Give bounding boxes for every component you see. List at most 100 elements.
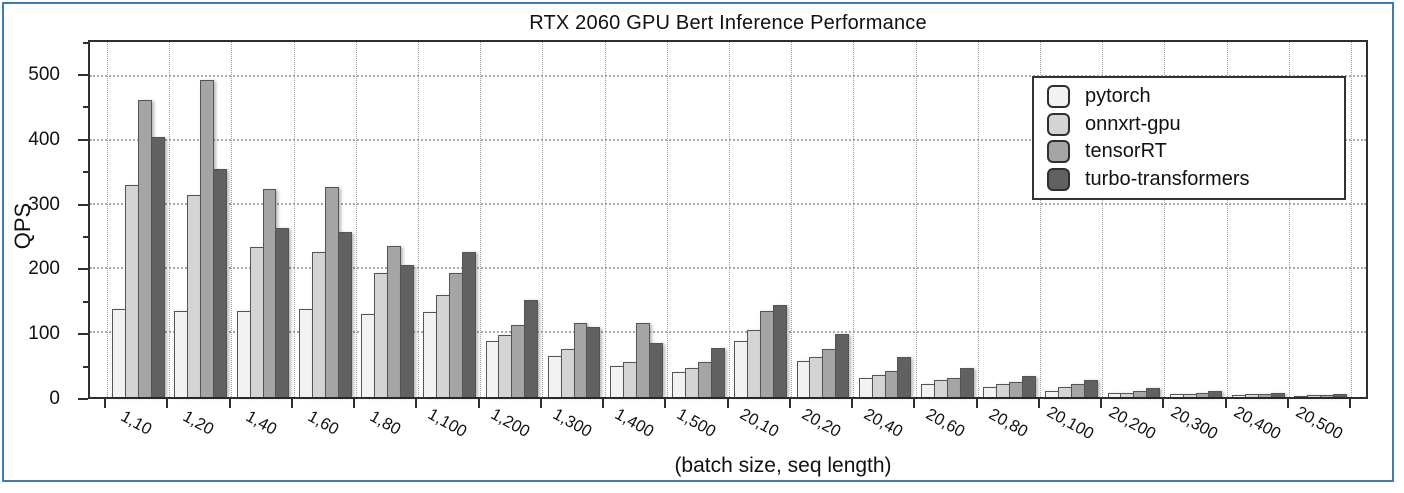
y-minor-tick-350 [83, 171, 88, 174]
bar-pytorch-20,60 [920, 383, 935, 397]
chart-title: RTX 2060 GPU Bert Inference Performance [529, 12, 927, 34]
bar-pytorch-20,20 [796, 361, 811, 397]
x-boundary-tick-3 [290, 399, 293, 408]
x-boundary-tick-0 [104, 399, 106, 408]
bar-row-1,200 [485, 42, 539, 397]
y-major-tick-500 [78, 74, 88, 76]
bar-tensorRT-1,100 [449, 273, 464, 397]
y-minor-tick-550 [83, 41, 88, 44]
legend-label-turbo-transformers: turbo-transformers [1085, 167, 1250, 190]
bar-row-20,500 [1294, 42, 1347, 397]
bar-onnxrt-gpu-20,10 [747, 330, 762, 397]
bar-groups-strip [107, 42, 1352, 397]
bar-group-1,10 [107, 42, 169, 397]
bar-onnxrt-gpu-1,400 [622, 361, 637, 397]
y-minor-tick-150 [83, 300, 88, 303]
y-minor-tick-250 [83, 236, 88, 238]
bar-tensorRT-1,200 [511, 325, 526, 397]
x-boundary-tick-15 [1037, 399, 1040, 408]
bar-pytorch-1,20 [174, 311, 189, 397]
bar-turbo-transformers-20,40 [897, 357, 912, 397]
bar-tensorRT-1,60 [324, 187, 339, 397]
bar-pytorch-1,100 [423, 312, 438, 397]
bar-tensorRT-20,300 [1195, 393, 1210, 397]
bar-pytorch-20,100 [1045, 390, 1060, 397]
x-boundary-tick-11 [788, 399, 791, 408]
x-tick-labels: 1,10 1,20 1,40 1,60 1,80 1,100 1,200 1,300 1,400… [105, 402, 1350, 456]
bar-turbo-transformers-20,400 [1270, 392, 1285, 397]
x-boundary-tick-18 [1224, 399, 1227, 408]
x-boundary-tick-16 [1100, 399, 1102, 408]
bar-onnxrt-gpu-20,20 [809, 357, 824, 397]
gridline-y-400 [90, 138, 1366, 141]
x-tick-label-1,10: 1,10 [117, 407, 155, 439]
bar-row-20,10 [734, 42, 787, 397]
bar-tensorRT-20,500 [1319, 395, 1334, 397]
x-boundary-tick-12 [851, 399, 853, 408]
bar-turbo-transformers-1,60 [337, 232, 352, 397]
bar-turbo-transformers-20,200 [1146, 388, 1161, 397]
bar-group-1,80 [355, 42, 418, 397]
bar-pytorch-20,40 [858, 378, 873, 397]
bar-row-1,400 [609, 42, 663, 397]
y-minor-tick-450 [83, 106, 88, 109]
bar-turbo-transformers-1,20 [213, 168, 228, 397]
bar-row-1,20 [174, 42, 228, 397]
bar-row-1,40 [236, 42, 290, 397]
bar-pytorch-1,500 [672, 372, 687, 397]
bar-group-1,400 [604, 42, 667, 397]
legend-label-tensorRT: tensorRT [1085, 140, 1167, 163]
bar-row-1,10 [112, 42, 165, 397]
bar-onnxrt-gpu-1,10 [125, 184, 140, 397]
bar-group-20,20 [791, 42, 853, 397]
x-boundary-tick-17 [1162, 399, 1165, 408]
bar-row-20,200 [1107, 42, 1161, 397]
bar-onnxrt-gpu-20,40 [871, 375, 886, 397]
bar-onnxrt-gpu-1,80 [374, 272, 388, 397]
y-major-tick-300 [78, 203, 88, 206]
x-tick-label-1,300: 1,300 [549, 405, 595, 441]
bar-turbo-transformers-20,80 [1021, 375, 1036, 397]
bar-turbo-transformers-20,20 [835, 334, 850, 397]
x-boundary-tick-9 [664, 399, 667, 408]
bar-pytorch-1,80 [361, 314, 375, 397]
bar-pytorch-20,300 [1169, 394, 1184, 397]
gridline-y-500 [90, 74, 1366, 77]
y-major-tick-100 [78, 333, 88, 336]
y-tick-labels: 0 100 200 300 400 500 [4, 40, 74, 409]
bar-pytorch-1,300 [547, 356, 562, 397]
bar-turbo-transformers-1,500 [710, 347, 725, 397]
bar-group-20,300 [1164, 42, 1226, 397]
legend-swatch-turbo-transformers [1047, 167, 1070, 191]
legend-row-onnxrt-gpu: onnxrt-gpu [1047, 112, 1338, 136]
bar-group-20,80 [977, 42, 1040, 397]
bar-tensorRT-20,60 [946, 377, 961, 397]
bar-tensorRT-1,80 [386, 246, 401, 397]
bar-onnxrt-gpu-1,300 [560, 348, 575, 397]
bar-group-20,100 [1040, 42, 1102, 397]
y-major-tick-400 [78, 138, 88, 141]
bar-tensorRT-1,20 [200, 80, 215, 397]
x-tick-label-20,500: 20,500 [1292, 402, 1346, 444]
gridline-y-300 [90, 202, 1366, 205]
bar-row-20,80 [983, 42, 1036, 397]
x-tick-label-20,20: 20,20 [798, 405, 844, 441]
x-boundary-tick-19 [1286, 399, 1289, 408]
bar-turbo-transformers-1,400 [648, 342, 663, 397]
bar-onnxrt-gpu-20,400 [1244, 394, 1259, 397]
x-tick-label-20,80: 20,80 [985, 405, 1031, 441]
bar-pytorch-20,10 [734, 341, 749, 397]
bar-row-20,20 [796, 42, 850, 397]
bar-row-20,300 [1169, 42, 1223, 397]
bar-pytorch-1,40 [236, 311, 251, 397]
bar-pytorch-1,10 [112, 309, 127, 397]
x-boundary-tick-14 [975, 399, 978, 408]
bar-group-1,300 [542, 42, 604, 397]
x-tick-label-1,80: 1,80 [366, 407, 404, 439]
bar-pytorch-1,400 [609, 366, 624, 397]
x-boundary-tick-2 [228, 399, 231, 408]
bar-group-1,200 [480, 42, 542, 397]
gridline-y-100 [90, 330, 1366, 333]
bar-turbo-transformers-1,200 [524, 299, 539, 397]
bar-row-1,60 [298, 42, 352, 397]
